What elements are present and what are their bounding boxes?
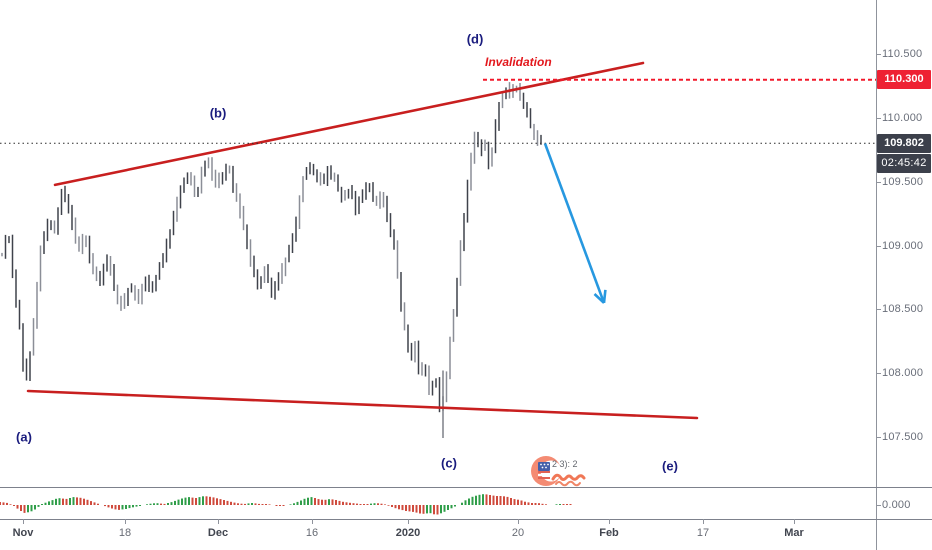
price-tick-label: 110.500 (882, 48, 923, 61)
time-tick (794, 519, 795, 524)
price-tick-label: 108.500 (882, 303, 924, 316)
projection-arrow[interactable] (543, 143, 607, 304)
price-scale-border (876, 0, 877, 550)
last-price-badge[interactable]: 109.802 (877, 134, 931, 153)
wave-label-c[interactable]: (c) (441, 455, 457, 471)
bar-countdown-badge: 02:45:42 (877, 154, 931, 173)
time-tick (218, 519, 219, 524)
time-tick (125, 519, 126, 524)
price-tick (876, 118, 881, 119)
price-tick (876, 54, 881, 56)
pane-separator[interactable] (0, 487, 932, 488)
time-tick (23, 519, 24, 524)
price-tick (876, 245, 881, 247)
time-tick-label: Nov (12, 527, 34, 539)
invalidation-label[interactable]: Invalidation (485, 55, 552, 69)
time-tick-label: 16 (305, 527, 319, 539)
wave-label-a[interactable]: (a) (16, 429, 32, 445)
price-tick-label: 109.500 (882, 175, 924, 188)
time-tick (312, 519, 313, 524)
time-tick-label: Mar (784, 527, 804, 539)
price-tick (876, 181, 881, 183)
trendline-upper[interactable] (53, 61, 645, 187)
alert-price-badge[interactable]: 110.300 (877, 70, 931, 89)
indicator-zero-label: 0.000 (882, 499, 911, 511)
price-tick-label: 109.000 (882, 239, 924, 252)
time-tick-label: 17 (696, 527, 710, 539)
wave-label-b[interactable]: (b) (209, 105, 227, 121)
watermark-logo: 2 3): 2 (531, 456, 586, 487)
time-tick-label: 2020 (395, 527, 421, 539)
time-tick (609, 519, 610, 524)
indicator-tick (876, 505, 881, 506)
price-tick-label: 110.000 (882, 112, 923, 124)
wave-label-d[interactable]: (d) (466, 31, 484, 47)
time-axis-border (0, 519, 932, 520)
time-tick (518, 519, 519, 524)
price-tick (876, 436, 881, 438)
price-tick-label: 107.500 (882, 430, 924, 443)
time-tick-label: Dec (207, 527, 229, 539)
watermark-text: 2 3): 2 (552, 459, 578, 469)
time-tick-label: Feb (599, 527, 619, 539)
price-tick-label: 108.000 (882, 367, 924, 379)
wave-label-e[interactable]: (e) (662, 458, 678, 474)
time-tick (408, 519, 409, 524)
time-tick-label: 18 (118, 527, 132, 539)
price-tick (876, 373, 881, 374)
time-tick (703, 519, 704, 524)
time-tick-label: 20 (511, 527, 525, 539)
price-tick (876, 309, 881, 311)
trendline-lower[interactable] (26, 389, 699, 420)
